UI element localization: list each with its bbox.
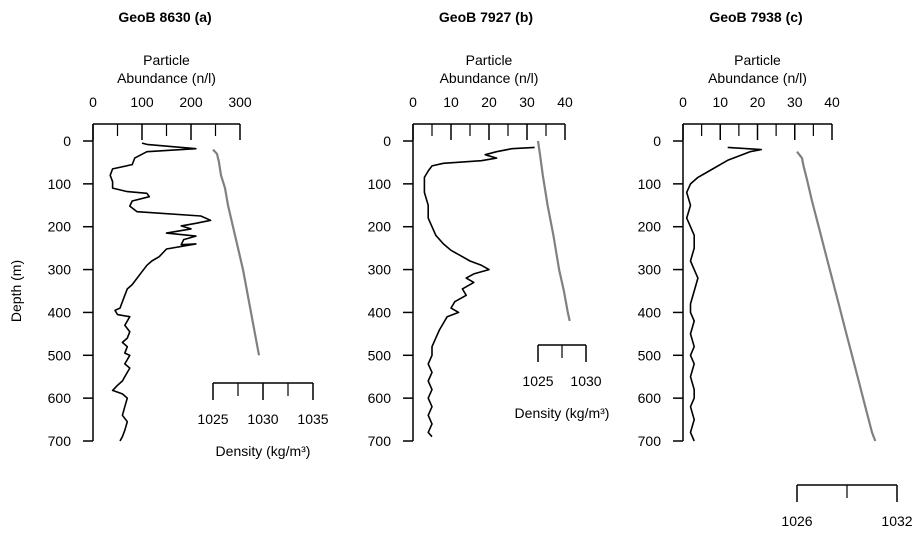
density-tick-label: 1025 bbox=[522, 373, 553, 389]
y-tick-label: 200 bbox=[368, 219, 392, 235]
y-tick-label: 500 bbox=[368, 347, 392, 363]
y-tick-label: 500 bbox=[48, 347, 72, 363]
y-tick-label: 200 bbox=[48, 219, 72, 235]
x-tick-label: 0 bbox=[89, 94, 97, 110]
x-axis-label-line2: Abundance (n/l) bbox=[708, 70, 807, 86]
y-axis-label: Depth (m) bbox=[8, 260, 24, 322]
y-tick-label: 100 bbox=[368, 176, 392, 192]
x-tick-label: 30 bbox=[519, 94, 535, 110]
y-tick-label: 600 bbox=[368, 390, 392, 406]
abundance-profile-line bbox=[109, 142, 212, 442]
y-tick-label: 200 bbox=[638, 219, 662, 235]
y-tick-label: 0 bbox=[653, 133, 661, 149]
y-tick-label: 100 bbox=[48, 176, 72, 192]
y-tick-label: 700 bbox=[638, 433, 662, 449]
density-axis-label: Density (kg/m³) bbox=[216, 443, 311, 459]
abundance-profile-line bbox=[685, 146, 763, 442]
y-tick-label: 700 bbox=[48, 433, 72, 449]
x-tick-label: 40 bbox=[824, 94, 840, 110]
x-tick-label: 100 bbox=[130, 94, 154, 110]
x-tick-label: 10 bbox=[443, 94, 459, 110]
density-tick-label: 1025 bbox=[197, 411, 228, 427]
x-tick-label: 20 bbox=[750, 94, 766, 110]
y-tick-label: 0 bbox=[63, 133, 71, 149]
x-tick-label: 0 bbox=[409, 94, 417, 110]
y-tick-label: 400 bbox=[638, 304, 662, 320]
y-tick-label: 100 bbox=[638, 176, 662, 192]
x-axis-label-line1: Particle bbox=[466, 52, 513, 68]
y-tick-label: 600 bbox=[48, 390, 72, 406]
x-axis-label-line1: Particle bbox=[734, 52, 781, 68]
chart-title: GeoB 7938 (c) bbox=[709, 9, 802, 25]
x-tick-label: 0 bbox=[679, 94, 687, 110]
panel-1: GeoB 8630 (a) Particle Abundance (n/l) 0 100… bbox=[8, 9, 329, 459]
y-tick-label: 400 bbox=[48, 304, 72, 320]
density-tick-label: 1032 bbox=[881, 513, 912, 529]
chart-title: GeoB 8630 (a) bbox=[118, 9, 211, 25]
chart-title: GeoB 7927 (b) bbox=[439, 9, 533, 25]
density-tick-label: 1030 bbox=[247, 411, 278, 427]
y-tick-label: 500 bbox=[638, 347, 662, 363]
x-axis-label-line2: Abundance (n/l) bbox=[117, 70, 216, 86]
x-tick-label: 40 bbox=[557, 94, 573, 110]
density-tick-label: 1030 bbox=[570, 373, 601, 389]
x-tick-label: 300 bbox=[228, 94, 252, 110]
density-profile-line bbox=[536, 140, 571, 322]
density-profile-line bbox=[212, 148, 261, 356]
density-tick-label: 1026 bbox=[781, 513, 812, 529]
abundance-profile-line bbox=[423, 146, 535, 438]
density-profile-line bbox=[796, 151, 877, 442]
y-tick-label: 600 bbox=[638, 390, 662, 406]
y-tick-label: 300 bbox=[638, 262, 662, 278]
density-tick-label: 1035 bbox=[297, 411, 328, 427]
y-tick-label: 400 bbox=[368, 304, 392, 320]
y-tick-label: 0 bbox=[383, 133, 391, 149]
x-tick-label: 20 bbox=[481, 94, 497, 110]
y-tick-label: 700 bbox=[368, 433, 392, 449]
y-tick-label: 300 bbox=[368, 262, 392, 278]
density-axis-label: Density (kg/m³) bbox=[515, 405, 610, 421]
y-tick-label: 300 bbox=[48, 262, 72, 278]
x-tick-label: 30 bbox=[787, 94, 803, 110]
x-tick-label: 200 bbox=[179, 94, 203, 110]
x-axis-label-line2: Abundance (n/l) bbox=[440, 70, 539, 86]
x-tick-label: 10 bbox=[712, 94, 728, 110]
x-axis-label-line1: Particle bbox=[143, 52, 190, 68]
